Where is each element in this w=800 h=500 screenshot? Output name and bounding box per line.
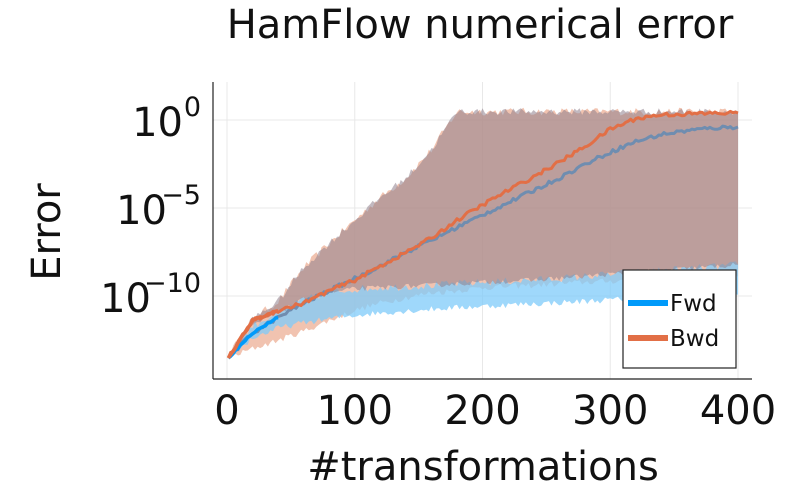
y-tick-label: −510 — [116, 180, 201, 234]
x-tick-label: 400 — [700, 388, 776, 434]
x-tick-label: 100 — [317, 388, 393, 434]
y-tick-base: 10 — [132, 100, 183, 146]
x-axis-label: #transformations — [307, 444, 659, 490]
chart-title: HamFlow numerical error — [227, 2, 734, 48]
legend-label-bwd: Bwd — [670, 326, 719, 352]
y-tick-base: 10 — [100, 276, 151, 322]
axes — [212, 82, 752, 380]
line-bwd — [226, 109, 739, 359]
y-tick-exponent: 0 — [184, 92, 201, 123]
x-tick-label: 0 — [214, 388, 239, 434]
line-head-bwd — [226, 308, 279, 359]
error-bands — [228, 107, 739, 358]
y-axis-label: Error — [24, 183, 70, 281]
x-tick-label: 200 — [444, 388, 520, 434]
y-tick-exponent: −5 — [161, 180, 201, 211]
series-lines — [226, 109, 739, 360]
x-tick-labels: 0 100 200 300 400 — [214, 388, 776, 434]
y-tick-label: 010 — [132, 92, 201, 146]
legend: Fwd Bwd — [622, 269, 737, 369]
y-tick-exponent: −10 — [144, 268, 201, 299]
legend-box — [622, 269, 737, 369]
band-fwd — [228, 261, 739, 358]
y-tick-base: 10 — [116, 188, 167, 234]
band-overlap — [228, 108, 739, 356]
legend-label-fwd: Fwd — [670, 291, 717, 317]
x-tick-label: 300 — [572, 388, 648, 434]
